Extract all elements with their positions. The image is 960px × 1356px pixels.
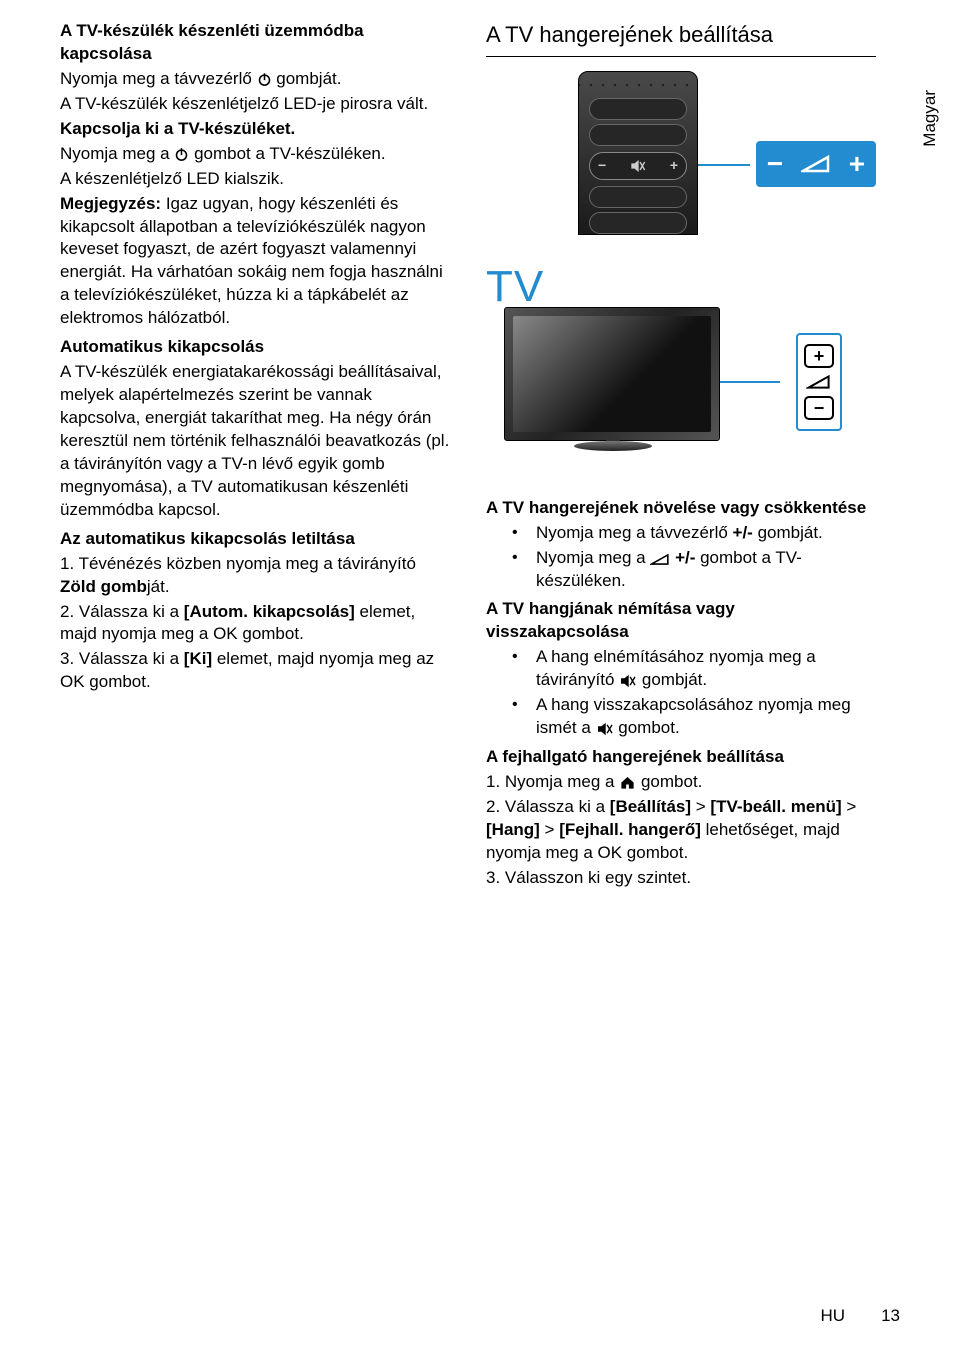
left-p-remote-power: Nyomja meg a távvezérlő gombját. <box>60 68 450 91</box>
list-item: A hang elnémításához nyomja meg a távirá… <box>512 646 876 692</box>
text: 2. Válassza ki a <box>60 602 184 621</box>
bullet-list-mute: A hang elnémításához nyomja meg a távirá… <box>486 646 876 740</box>
text: > <box>540 820 559 839</box>
left-p-led-off: A készenlétjelző LED kialszik. <box>60 168 450 191</box>
tv-illustration: TV + − <box>486 257 876 487</box>
left-step-2: 2. Válassza ki a [Autom. kikapcsolás] el… <box>60 601 450 647</box>
right-step-2: 2. Válassza ki a [Beállítás] > [TV-beáll… <box>486 796 876 865</box>
list-item: Nyomja meg a +/- gombot a TV-készüléken. <box>512 547 876 593</box>
vol-plus-icon: + <box>670 156 678 175</box>
right-column: A TV hangerejének beállítása − + − + TV <box>486 20 876 892</box>
list-item: Nyomja meg a távvezérlő +/- gombját. <box>512 522 876 545</box>
page-footer: HU 13 <box>821 1305 900 1328</box>
menu-item: [Fejhall. hangerő] <box>559 820 701 839</box>
remote-illustration: − + − + <box>486 71 876 251</box>
text: Nyomja meg a <box>536 548 650 567</box>
remote-volume-bar: − + <box>589 152 687 180</box>
mute-icon <box>619 674 637 688</box>
plusminus-label: +/- <box>675 548 695 567</box>
left-heading-disable: Az automatikus kikapcsolás letiltása <box>60 528 450 551</box>
left-p-tv-power: Nyomja meg a gombot a TV-készüléken. <box>60 143 450 166</box>
left-p-led-red: A TV-készülék készenlétjelző LED-je piro… <box>60 93 450 116</box>
text: A hang visszakapcsolásához nyomja meg is… <box>536 695 851 737</box>
left-heading-off: Kapcsolja ki a TV-készüléket. <box>60 118 450 141</box>
text: gombot. <box>85 672 151 691</box>
volume-triangle-icon <box>650 553 670 566</box>
volume-triangle-icon <box>806 374 832 390</box>
footer-page-number: 13 <box>881 1305 900 1328</box>
text: Nyomja meg a távvezérlő <box>536 523 733 542</box>
text: gombját. <box>276 69 341 88</box>
text: 3. Válassza ki a <box>60 649 184 668</box>
text: gombot. <box>622 843 688 862</box>
left-p-auto-off: A TV-készülék energiatakarékossági beáll… <box>60 361 450 522</box>
power-icon <box>257 72 272 87</box>
text: 1. Tévénézés közben nyomja meg a távirán… <box>60 554 416 573</box>
right-heading-mute: A TV hangjának némítása vagy visszakapcs… <box>486 598 876 644</box>
text: gombját. <box>753 523 823 542</box>
ok-label: OK <box>60 672 85 691</box>
footer-lang-code: HU <box>821 1305 846 1328</box>
text: Nyomja meg a <box>60 144 174 163</box>
text: gombot. <box>618 718 679 737</box>
left-step-1: 1. Tévénézés közben nyomja meg a távirán… <box>60 553 450 599</box>
left-step-3: 3. Válassza ki a [Ki] elemet, majd nyomj… <box>60 648 450 694</box>
callout-connector <box>720 381 780 383</box>
tv-body <box>504 307 720 441</box>
language-side-label: Magyar <box>919 90 942 147</box>
menu-item: [Hang] <box>486 820 540 839</box>
volume-callout: − + <box>756 141 876 187</box>
menu-item: [Beállítás] <box>610 797 691 816</box>
home-icon <box>619 775 636 790</box>
tv-side-buttons-callout: + − <box>796 333 842 431</box>
plusminus-label: +/- <box>733 523 753 542</box>
mute-icon <box>630 159 646 173</box>
text: elemet, majd nyomja meg az <box>212 649 434 668</box>
green-button-label: Zöld gomb <box>60 577 147 596</box>
minus-icon: − <box>767 145 783 183</box>
ok-label: OK <box>598 843 623 862</box>
callout-connector <box>698 164 750 166</box>
tv-minus-button: − <box>804 396 834 420</box>
text: gombot. <box>641 772 702 791</box>
note-body: Igaz ugyan, hogy készenléti és kikapcsol… <box>60 194 443 328</box>
text: gombját. <box>642 670 707 689</box>
right-heading-vol: A TV hangerejének növelése vagy csökkent… <box>486 497 876 520</box>
vol-minus-icon: − <box>598 156 606 175</box>
menu-item: [Ki] <box>184 649 212 668</box>
text: > <box>842 797 857 816</box>
text: > <box>691 797 710 816</box>
text: 2. Válassza ki a <box>486 797 610 816</box>
menu-item: [Autom. kikapcsolás] <box>184 602 355 621</box>
right-step-3: 3. Válasszon ki egy szintet. <box>486 867 876 890</box>
text: ját. <box>147 577 170 596</box>
text: 1. Nyomja meg a <box>486 772 619 791</box>
section-title-volume: A TV hangerejének beállítása <box>486 20 876 57</box>
volume-triangle-icon <box>801 154 831 174</box>
list-item: A hang visszakapcsolásához nyomja meg is… <box>512 694 876 740</box>
left-note: Megjegyzés: Igaz ugyan, hogy készenléti … <box>60 193 450 331</box>
left-column: A TV-készülék készenléti üzemmódba kapcs… <box>60 20 450 892</box>
left-heading-auto-off: Automatikus kikapcsolás <box>60 336 450 359</box>
text: Nyomja meg a távvezérlő <box>60 69 257 88</box>
menu-item: [TV-beáll. menü] <box>710 797 841 816</box>
note-lead: Megjegyzés: <box>60 194 161 213</box>
tv-plus-button: + <box>804 344 834 368</box>
plus-icon: + <box>849 145 865 183</box>
remote-body: − + <box>578 71 698 235</box>
text: gombot a TV-készüléken. <box>194 144 386 163</box>
ok-label: OK <box>213 624 238 643</box>
power-icon <box>174 147 189 162</box>
mute-icon <box>596 722 614 736</box>
text: gombot. <box>238 624 304 643</box>
right-heading-headphone: A fejhallgató hangerejének beállítása <box>486 746 876 769</box>
bullet-list-vol: Nyomja meg a távvezérlő +/- gombját. Nyo… <box>486 522 876 593</box>
left-heading-standby: A TV-készülék készenléti üzemmódba kapcs… <box>60 20 450 66</box>
right-step-1: 1. Nyomja meg a gombot. <box>486 771 876 794</box>
two-column-layout: A TV-készülék készenléti üzemmódba kapcs… <box>60 20 900 892</box>
